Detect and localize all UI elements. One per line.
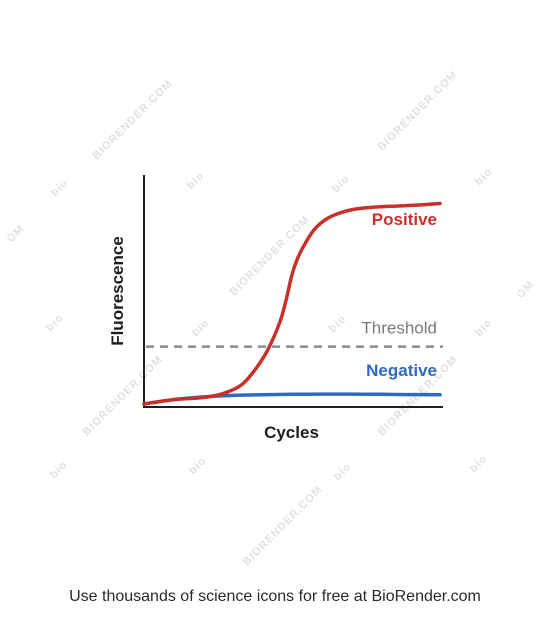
- watermark-mark: bio: [468, 453, 490, 475]
- y-axis-title: Fluorescence: [108, 236, 127, 346]
- watermark-layer: BIORENDER.COM BIORENDER.COM BIORENDER.COM B…: [5, 69, 537, 569]
- watermark-mark: bio: [44, 312, 66, 334]
- watermark-text: BIORENDER.COM: [241, 484, 326, 569]
- watermark-mark: bio: [49, 177, 71, 199]
- watermark-text: BIORENDER.COM: [91, 78, 176, 163]
- watermark-mark: bio: [473, 166, 495, 188]
- qpcr-amplification-chart: BIORENDER.COM BIORENDER.COM BIORENDER.COM B…: [5, 69, 537, 569]
- watermark-mark: bio: [185, 170, 207, 192]
- watermark-mark: bio: [332, 461, 354, 483]
- watermark-mark: bio: [187, 455, 209, 477]
- series-label-negative: Negative: [366, 361, 437, 380]
- watermark-mark: bio: [473, 317, 495, 339]
- series-line-positive: [142, 201, 442, 406]
- watermark-text: BIORENDER.COM: [81, 354, 166, 439]
- series-label-positive: Positive: [372, 210, 437, 229]
- watermark-mark: bio: [190, 317, 212, 339]
- threshold-label: Threshold: [361, 319, 437, 338]
- footer-credit: Use thousands of science icons for free …: [69, 588, 481, 605]
- watermark-mark: bio: [48, 459, 70, 481]
- x-axis-title: Cycles: [264, 423, 319, 442]
- series-layer: Positive Negative: [142, 201, 442, 406]
- watermark-edge: OM: [5, 223, 27, 245]
- watermark-text: BIORENDER.COM: [376, 69, 461, 154]
- watermark-mark: bio: [330, 173, 352, 195]
- watermark-mark: bio: [327, 313, 349, 335]
- watermark-edge: OM: [515, 279, 537, 301]
